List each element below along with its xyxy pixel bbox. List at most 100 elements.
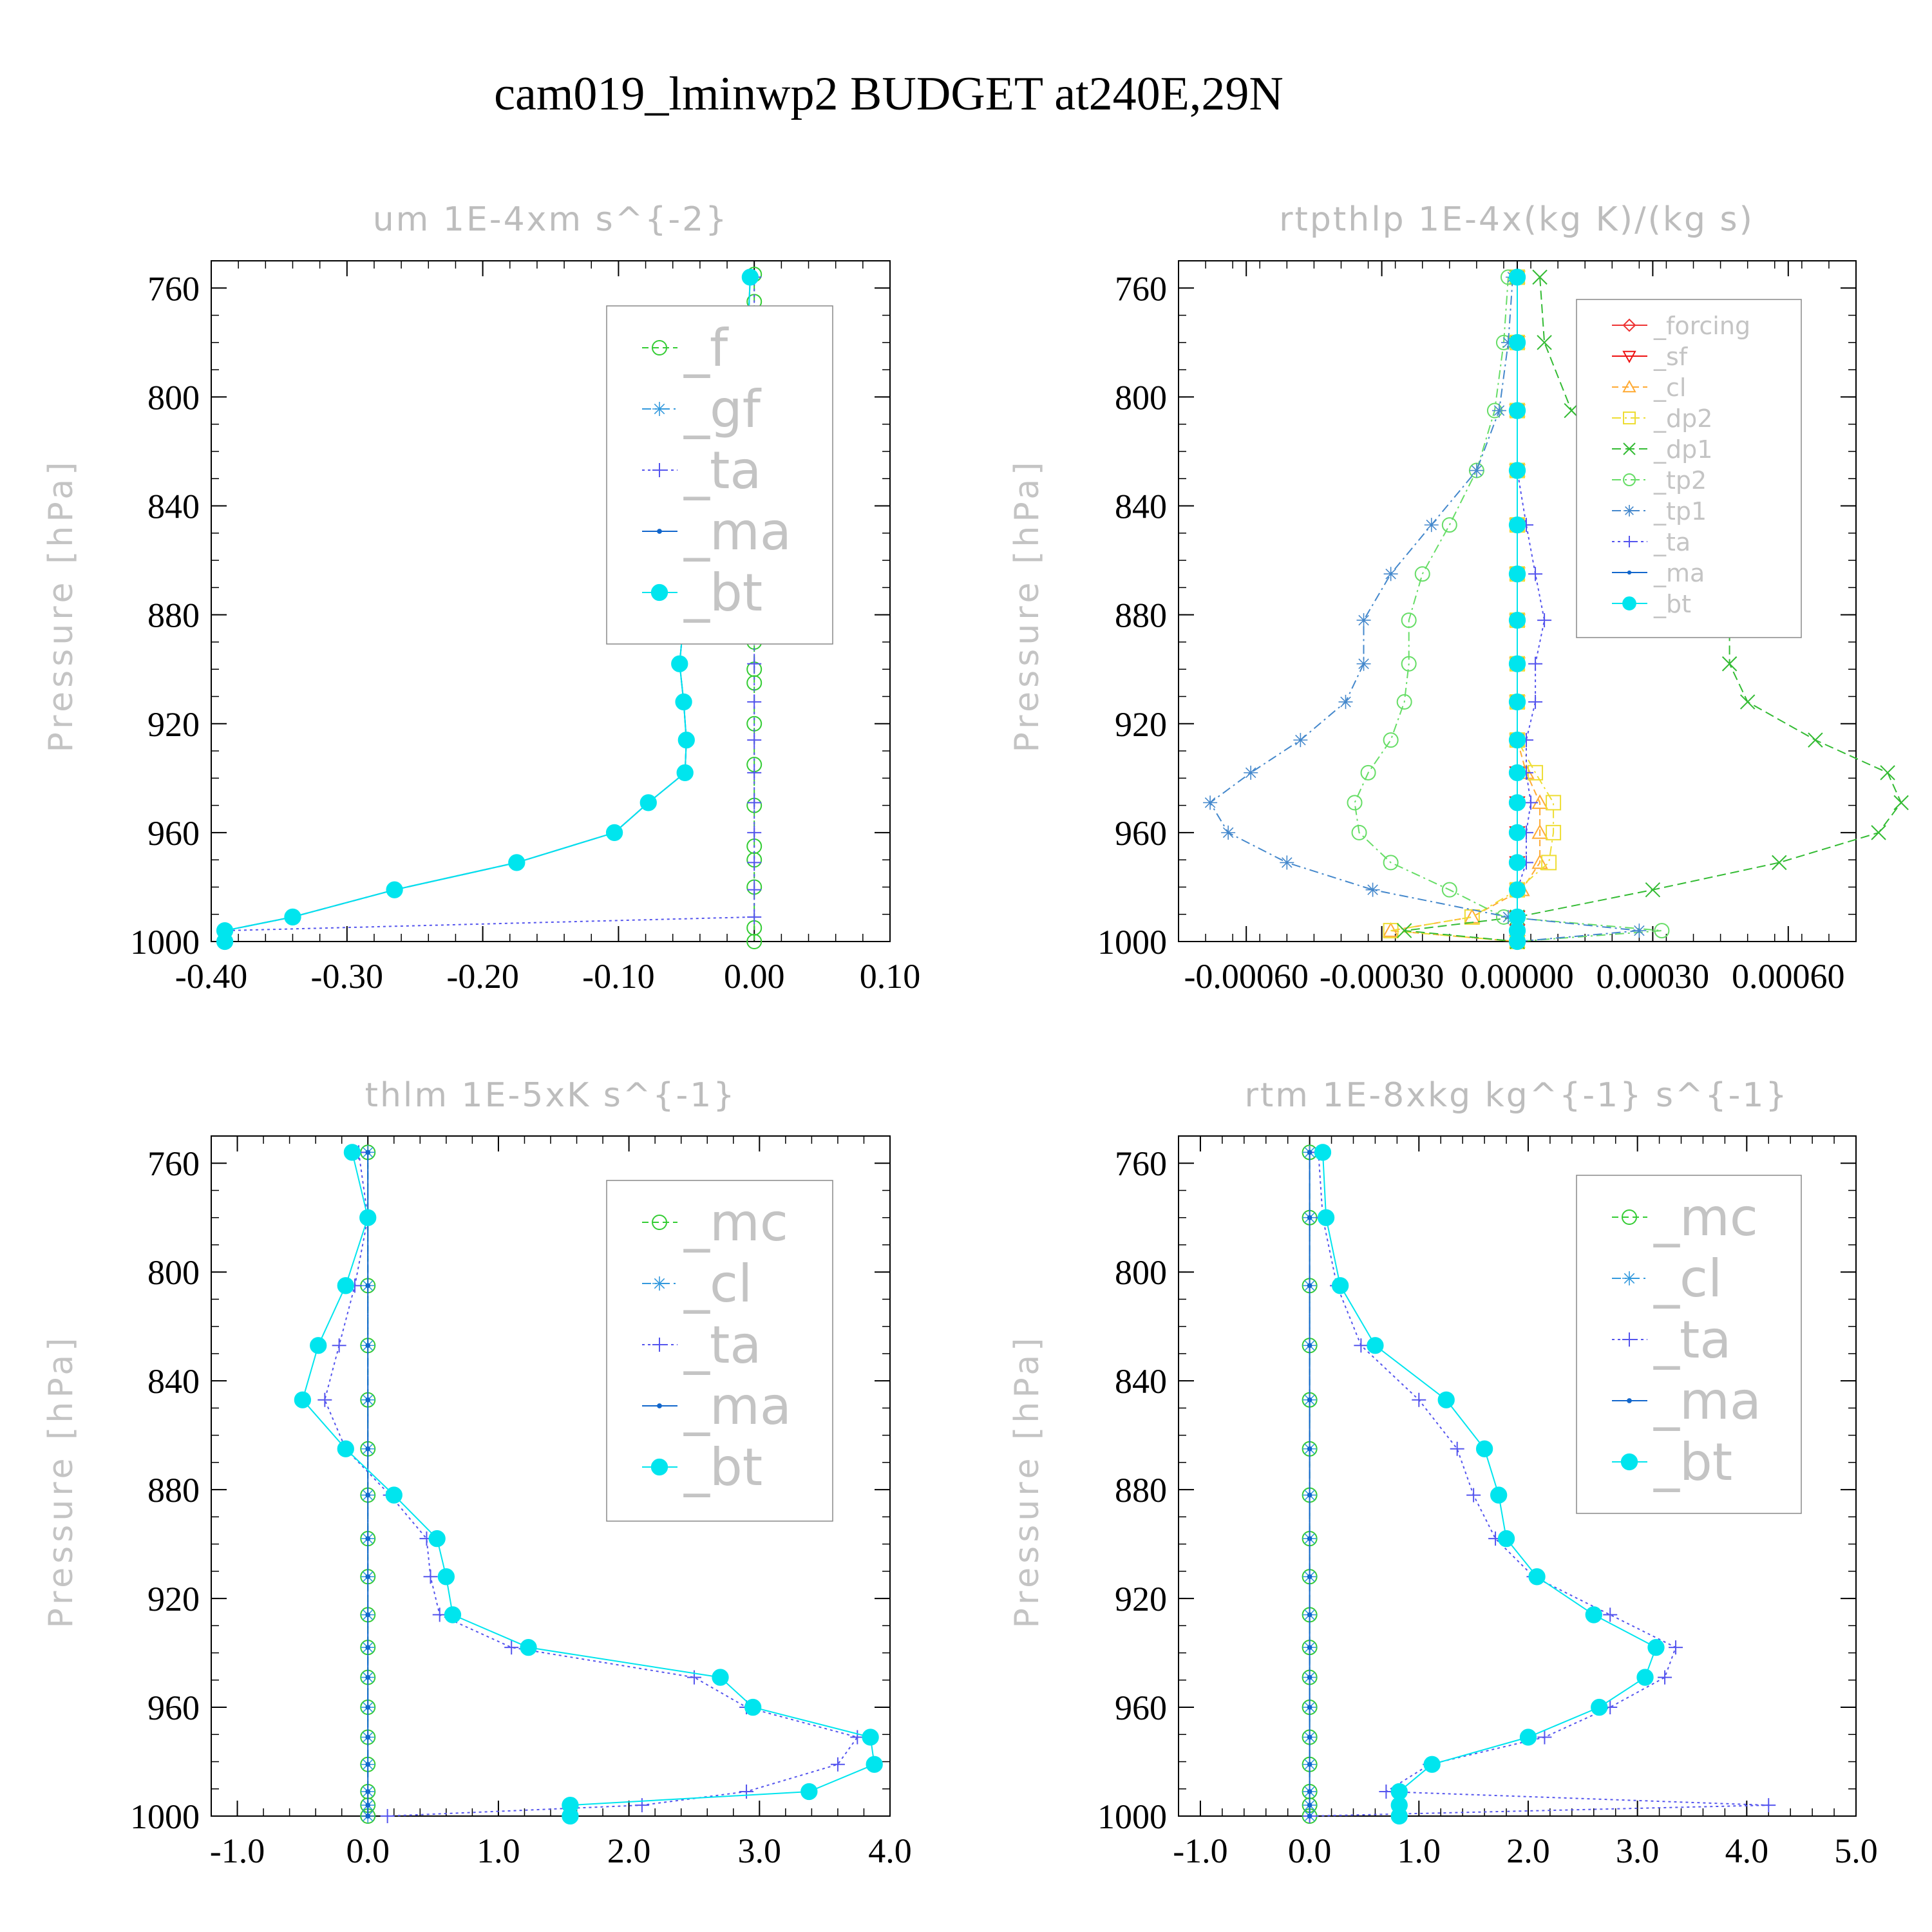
legend-marker: [657, 529, 662, 534]
legend-marker: [652, 340, 667, 355]
y-tick-label: 880: [147, 596, 200, 635]
data-point: [365, 1283, 371, 1289]
data-point: [284, 908, 301, 926]
x-tick-label: 2.0: [1506, 1832, 1550, 1870]
data-point: [1772, 855, 1787, 871]
data-point: [310, 1337, 327, 1354]
data-point: [1893, 795, 1909, 811]
data-point: [1307, 1674, 1312, 1680]
data-point: [1546, 824, 1562, 840]
legend-label: _tp1: [1653, 497, 1707, 526]
data-point: [1383, 732, 1399, 748]
data-point: [365, 1150, 371, 1155]
legend-marker: [650, 1458, 668, 1476]
data-point: [1307, 1734, 1312, 1740]
x-tick-label: 0.00000: [1461, 957, 1574, 996]
data-point: [800, 1783, 818, 1801]
data-point: [1546, 795, 1562, 811]
x-tick-label: 0.00030: [1596, 957, 1710, 996]
series-cl: [1382, 269, 1548, 948]
panel-title: thlm 1E-5xK s^{-1}: [365, 1076, 737, 1115]
data-point: [1221, 825, 1236, 840]
data-point: [365, 1734, 371, 1740]
data-point: [1585, 1606, 1602, 1624]
data-point: [423, 1569, 438, 1584]
data-point: [1314, 1144, 1332, 1161]
data-point: [365, 1814, 371, 1819]
x-tick-label: -0.40: [175, 957, 247, 996]
y-tick-label: 880: [1115, 596, 1167, 635]
legend-label: _ma: [1653, 1371, 1761, 1431]
legend-label: _forcing: [1653, 312, 1750, 340]
y-tick-label: 920: [147, 705, 200, 744]
data-point: [1591, 1698, 1608, 1716]
legend-label: _bt: [1653, 590, 1691, 618]
data-point: [746, 934, 762, 949]
data-point: [1365, 882, 1380, 897]
data-point: [1307, 1612, 1312, 1618]
data-point: [671, 655, 688, 672]
data-point: [1244, 765, 1258, 780]
data-point: [1654, 923, 1670, 939]
y-axis-label: Pressure [hPa]: [42, 459, 80, 753]
y-tick-label: 960: [147, 814, 200, 853]
data-point: [1508, 731, 1526, 749]
series-ta: [1510, 270, 1552, 949]
y-tick-label: 1000: [130, 1797, 200, 1836]
data-point: [675, 693, 692, 711]
data-point: [380, 1809, 395, 1823]
data-point: [337, 1440, 354, 1457]
data-point: [1464, 908, 1481, 923]
legend-marker: [1622, 1332, 1636, 1347]
legend-marker: [652, 1276, 667, 1291]
data-point: [365, 1761, 371, 1767]
data-point: [1464, 909, 1480, 925]
x-tick-label: 1.0: [477, 1832, 520, 1870]
data-point: [639, 794, 657, 811]
data-point: [1508, 611, 1526, 629]
data-point: [605, 824, 623, 842]
data-point: [1437, 1391, 1455, 1408]
legend-label: _cl: [683, 1254, 752, 1314]
data-point: [1519, 1728, 1537, 1746]
y-tick-label: 880: [1115, 1471, 1167, 1510]
series-dp2: [1383, 269, 1562, 949]
data-point: [1603, 1607, 1618, 1622]
y-tick-label: 840: [147, 1362, 200, 1401]
data-point: [365, 1492, 371, 1498]
data-point: [1490, 1486, 1508, 1504]
data-point: [1528, 1568, 1546, 1586]
legend-label: _cl: [1653, 1249, 1722, 1309]
series-bt: [294, 1144, 883, 1825]
legend-marker: [1627, 1398, 1632, 1403]
figure-title: cam019_lminwp2 BUDGET at240E,29N: [494, 68, 1283, 120]
data-point: [1508, 854, 1526, 871]
data-point: [1354, 1338, 1368, 1353]
y-tick-label: 920: [1115, 1580, 1167, 1618]
data-point: [365, 1446, 371, 1452]
data-point: [741, 269, 759, 286]
data-point: [1307, 1446, 1312, 1452]
x-tick-label: -0.20: [446, 957, 518, 996]
legend-label: _sf: [1653, 343, 1689, 371]
plot-frame: [1178, 1135, 1857, 1817]
data-point: [1390, 1807, 1408, 1825]
data-point: [1632, 923, 1647, 938]
x-tick-label: 5.0: [1834, 1832, 1878, 1870]
legend-label: _ta: [683, 440, 761, 500]
data-point: [747, 882, 762, 897]
panel-rtm: rtm 1E-8xkg kg^{-1} s^{-1} Pressure [hPa…: [1008, 1076, 1878, 1870]
x-tick-label: 2.0: [607, 1832, 651, 1870]
data-point: [1307, 1814, 1312, 1819]
series-line: [301, 1152, 875, 1816]
series-line: [1354, 277, 1662, 942]
data-point: [1347, 795, 1363, 811]
data-point: [1508, 402, 1526, 419]
data-point: [1475, 1440, 1493, 1457]
data-point: [1508, 824, 1526, 842]
data-point: [1351, 824, 1367, 840]
data-point: [1356, 656, 1371, 671]
data-point: [1528, 694, 1543, 709]
data-point: [385, 1486, 402, 1504]
data-point: [1528, 656, 1543, 671]
